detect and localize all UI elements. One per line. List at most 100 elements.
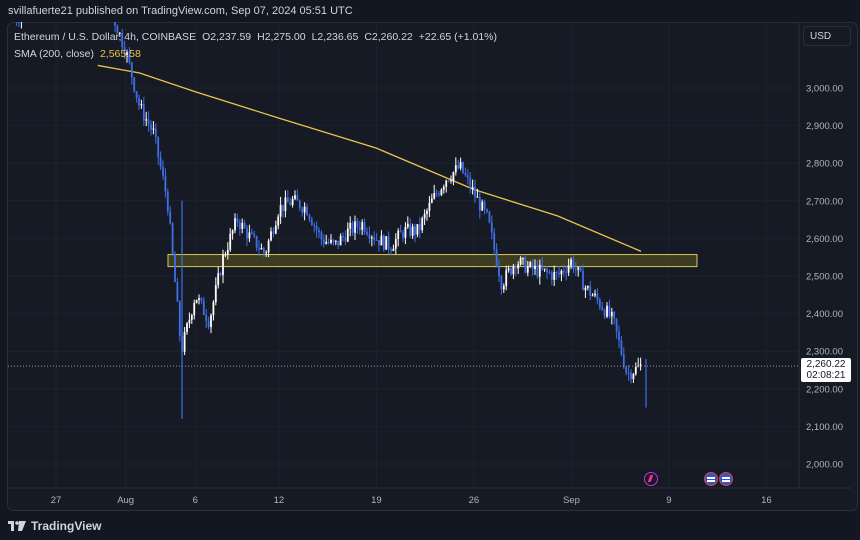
- candle-body: [289, 202, 292, 206]
- candle-body: [486, 209, 488, 212]
- y-tick-label: 2,200.00: [806, 384, 843, 395]
- candle-body: [560, 270, 563, 275]
- candle-body: [586, 286, 589, 288]
- candle-body: [553, 271, 556, 280]
- candle-body: [25, 9, 27, 13]
- candle-body: [121, 32, 124, 47]
- y-tick-label: 2,700.00: [806, 196, 843, 207]
- candle-body: [130, 62, 133, 78]
- candle-body: [339, 236, 342, 246]
- candle-body: [392, 248, 395, 251]
- candle-body: [517, 264, 520, 269]
- candle-body: [313, 225, 316, 227]
- candle-body: [262, 247, 265, 253]
- candle-body: [490, 222, 493, 233]
- us-flag-event-icon[interactable]: [704, 472, 718, 486]
- candle-body: [409, 223, 412, 236]
- candle-body: [279, 204, 282, 217]
- candle-body: [634, 366, 637, 375]
- candle-body: [217, 273, 220, 286]
- x-tick-label: 6: [193, 495, 198, 506]
- candle-body: [538, 264, 541, 277]
- candle-body: [502, 285, 505, 290]
- candle-body: [373, 237, 376, 240]
- last-price-value: 2,260.22: [806, 359, 846, 370]
- candle-body: [414, 226, 416, 235]
- candle-body: [466, 175, 469, 178]
- candle-body: [454, 165, 457, 173]
- candle-body: [246, 228, 248, 239]
- y-tick-label: 2,400.00: [806, 309, 843, 320]
- candle-body: [505, 270, 508, 286]
- symbol-title: Ethereum / U.S. Dollar, 4h, COINBASE: [14, 31, 197, 43]
- candle-body: [284, 197, 287, 212]
- candle-body: [594, 293, 596, 296]
- candle-body: [193, 302, 196, 316]
- candle-body: [267, 240, 270, 253]
- candle-body: [524, 257, 527, 273]
- sma-legend-row[interactable]: SMA (200, close) 2,565.58: [14, 46, 497, 63]
- candle-body: [447, 180, 450, 182]
- us-flag-event-icon-2[interactable]: [719, 472, 733, 486]
- candle-body: [166, 191, 169, 212]
- candle-body: [226, 249, 229, 255]
- candle-body: [522, 257, 524, 259]
- open-value: O2,237.59: [202, 31, 252, 43]
- currency-button[interactable]: USD: [803, 26, 851, 46]
- candle-body: [370, 237, 373, 239]
- symbol-legend-row[interactable]: Ethereum / U.S. Dollar, 4h, COINBASE O2,…: [14, 29, 497, 46]
- candle-body: [332, 239, 335, 242]
- candle-body: [109, 0, 111, 9]
- candle-body: [308, 215, 311, 220]
- candle-body: [550, 272, 553, 280]
- candle-body: [445, 180, 448, 187]
- candle-body: [421, 218, 424, 231]
- candle-body: [294, 195, 296, 199]
- candle-body: [452, 172, 455, 181]
- candle-body: [354, 221, 356, 233]
- candle-body: [282, 204, 284, 212]
- candle-body: [440, 189, 443, 195]
- candle-body: [361, 222, 364, 230]
- candle-body: [277, 216, 280, 226]
- candle-body: [291, 198, 294, 206]
- candle-body: [126, 52, 128, 55]
- candle-body: [606, 305, 608, 317]
- candle-body: [435, 193, 438, 195]
- candle-body: [346, 228, 349, 242]
- candle-body: [423, 213, 426, 219]
- candle-body: [231, 230, 234, 234]
- candle-body: [253, 233, 256, 237]
- candle-body: [488, 211, 491, 223]
- candle-body: [16, 20, 18, 21]
- candle-body: [159, 156, 162, 167]
- candle-body: [18, 22, 20, 23]
- candle-body: [250, 232, 253, 234]
- tradingview-logo[interactable]: TradingView: [8, 519, 101, 533]
- candle-body: [114, 22, 116, 26]
- candle-body: [325, 241, 328, 244]
- candle-body: [334, 240, 337, 242]
- candle-body: [387, 236, 390, 250]
- lightning-event-icon[interactable]: [644, 472, 658, 486]
- candle-body: [164, 175, 167, 192]
- candle-body: [591, 295, 594, 297]
- candle-body: [582, 271, 584, 291]
- candle-body: [337, 240, 340, 246]
- candle-body: [450, 180, 452, 182]
- tradingview-logo-icon: [8, 521, 26, 531]
- candle-body: [507, 268, 510, 271]
- high-value: H2,275.00: [257, 31, 306, 43]
- candle-body: [632, 374, 635, 380]
- candle-body: [601, 307, 604, 310]
- candle-body: [301, 208, 304, 213]
- candle-body: [418, 224, 421, 231]
- candle-body: [320, 232, 323, 240]
- candle-body: [286, 197, 289, 203]
- candle-body: [416, 224, 419, 235]
- candle-body: [622, 354, 625, 368]
- sma-200-line: [97, 64, 642, 252]
- candle-body: [546, 268, 548, 272]
- candle-body: [272, 231, 275, 234]
